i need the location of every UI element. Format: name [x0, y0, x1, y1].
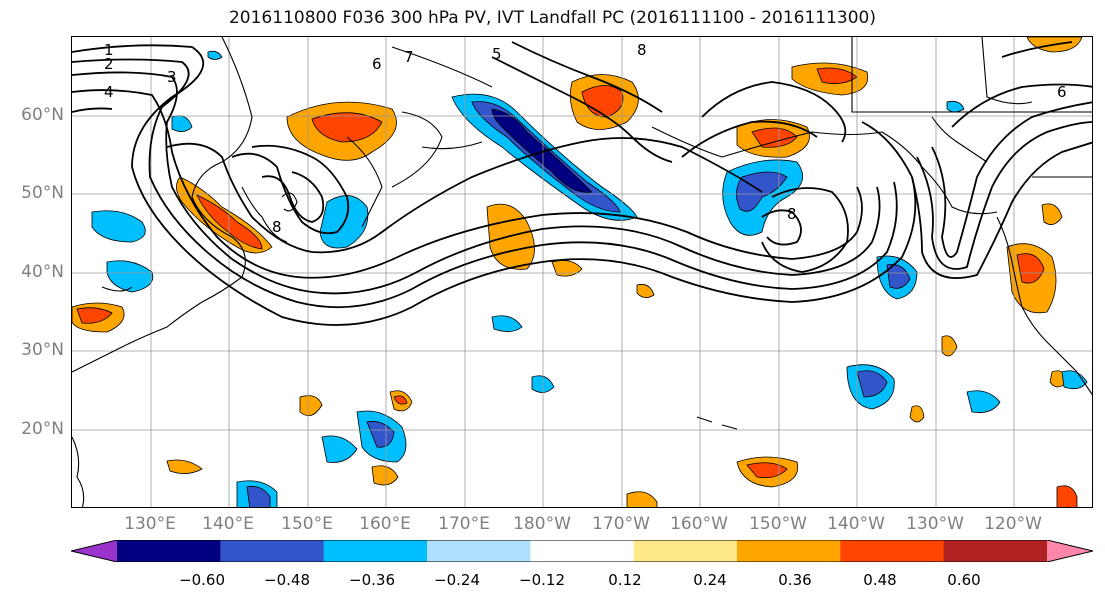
lon-label-130w: 130°W — [906, 514, 964, 534]
contour-label: 6 — [1057, 83, 1067, 101]
ivt-negative-anomalies — [91, 50, 1088, 507]
colorbar-extend-low — [71, 540, 117, 562]
lon-label-150e: 150°E — [281, 514, 333, 534]
lon-label-150w: 150°W — [749, 514, 807, 534]
colorbar-tick-label: 0.48 — [863, 571, 897, 589]
gridlines — [72, 37, 1092, 507]
colorbar-segment — [117, 540, 221, 562]
colorbar-segment — [220, 540, 325, 562]
colorbar-segment — [943, 540, 1048, 562]
colorbar-extend-high — [1047, 540, 1093, 562]
pv-contour-labels: 1 2 3 4 5 6 7 8 6 8 8 — [104, 41, 1067, 236]
coastlines — [72, 37, 1092, 507]
ivt-positive-anomalies — [72, 37, 1083, 507]
colorbar-tick-label: −0.24 — [434, 571, 480, 589]
lon-label-160w: 160°W — [670, 514, 728, 534]
lat-label-40n: 40°N — [21, 262, 64, 282]
lat-label-20n: 20°N — [21, 419, 64, 439]
pv-contours — [72, 41, 1092, 326]
colorbar-segment — [633, 540, 738, 562]
map-title: 2016110800 F036 300 hPa PV, IVT Landfall… — [228, 8, 876, 28]
lon-label-170e: 170°E — [438, 514, 490, 534]
lon-label-140w: 140°W — [827, 514, 885, 534]
lon-label-130e: 130°E — [124, 514, 176, 534]
contour-label: 8 — [272, 218, 282, 236]
lat-label-30n: 30°N — [21, 340, 64, 360]
colorbar — [71, 540, 1093, 562]
lat-label-60n: 60°N — [21, 105, 64, 125]
contour-label: 1 — [104, 41, 114, 59]
contour-label: 2 — [104, 55, 114, 73]
colorbar-segment — [323, 540, 428, 562]
colorbar-tick-label: −0.12 — [519, 571, 565, 589]
lon-label-180w: 180°W — [513, 514, 571, 534]
contour-label: 8 — [637, 41, 647, 59]
map-panel: 1 2 3 4 5 6 7 8 6 8 8 — [71, 36, 1093, 508]
contour-label: 4 — [104, 83, 114, 101]
lon-label-120w: 120°W — [984, 514, 1042, 534]
lon-label-170w: 170°W — [592, 514, 650, 534]
lat-label-50n: 50°N — [21, 183, 64, 203]
colorbar-segment — [427, 540, 531, 562]
contour-label: 8 — [787, 205, 797, 223]
contour-label: 5 — [492, 45, 502, 63]
colorbar-tick-label: 0.36 — [778, 571, 812, 589]
map-canvas: 1 2 3 4 5 6 7 8 6 8 8 — [72, 37, 1092, 507]
colorbar-tick-label: −0.48 — [264, 571, 310, 589]
contour-label: 7 — [404, 48, 414, 66]
colorbar-tick-label: 0.24 — [693, 571, 727, 589]
contour-label: 3 — [167, 68, 177, 86]
contour-label: 6 — [372, 55, 382, 73]
colorbar-tick-label: 0.60 — [947, 571, 981, 589]
colorbar-tick-label: −0.60 — [179, 571, 225, 589]
colorbar-segment — [840, 540, 945, 562]
colorbar-segment — [530, 540, 635, 562]
colorbar-tick-label: 0.12 — [608, 571, 642, 589]
colorbar-segments — [71, 540, 1093, 562]
colorbar-segment — [737, 540, 841, 562]
colorbar-tick-label: −0.36 — [349, 571, 395, 589]
lon-label-140e: 140°E — [202, 514, 254, 534]
lon-label-160e: 160°E — [359, 514, 411, 534]
